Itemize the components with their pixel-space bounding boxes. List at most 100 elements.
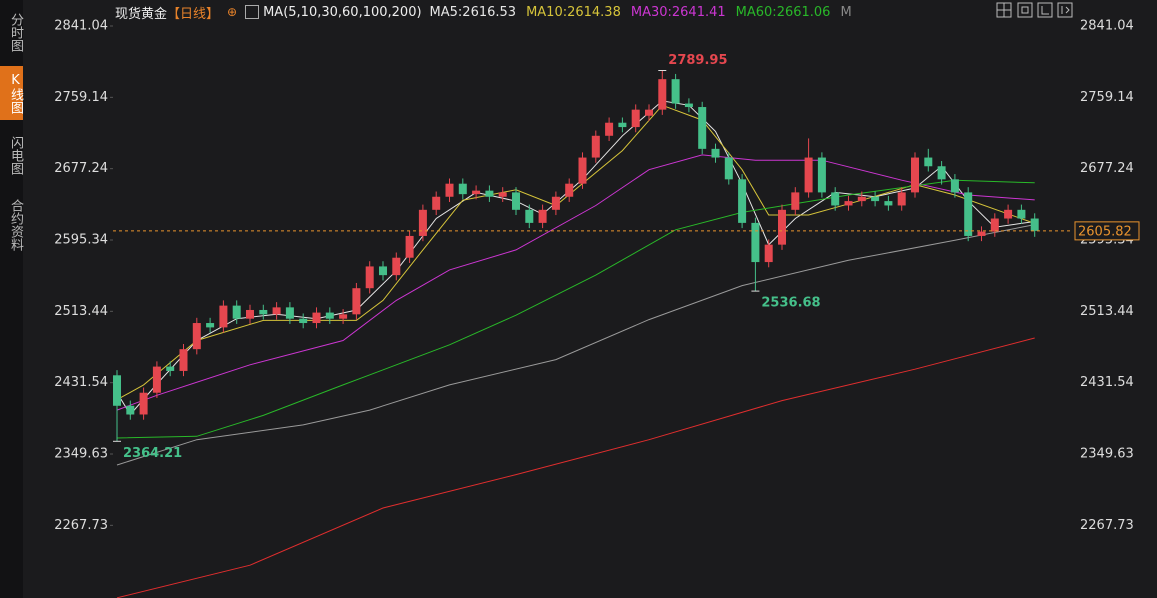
candle-body [990,218,999,232]
y-tick-label: 2513.44 [54,304,108,319]
candle-body [379,266,387,276]
chart-header: 现货黄金 【日线】 ⊕ MA(5,10,30,60,100,200) MA5:2… [115,3,860,22]
candle-body [631,109,640,128]
candle-body [1004,209,1013,219]
candle-body [179,349,188,371]
y-tick-label-right: 2267.73 [1080,518,1134,533]
candle-body [498,192,507,197]
ma-icon[interactable] [245,5,260,19]
candle-body [126,405,135,415]
legend-entry: MA30:2641.41 [630,4,726,20]
candle-body [272,307,281,315]
candle-body [698,107,707,149]
candle-body [871,196,880,202]
candle-body [525,209,534,223]
y-tick-label: 2759.14 [54,90,108,105]
candle-body [778,209,786,245]
candle-body [804,157,813,193]
candle-body [884,201,893,206]
candle-body [113,375,121,406]
sidebar: 分时图 K线图 闪电图 合约资料 [0,0,23,598]
candle-body [418,209,427,236]
candle-body [1017,209,1026,219]
candle-body [764,244,773,263]
ma-line [116,337,1035,598]
candle-body [166,366,175,371]
candle-body [299,318,308,324]
candle-body [924,157,933,167]
candle-body [791,192,800,210]
y-tick-label: 2349.63 [54,447,108,462]
candle-body [192,323,201,350]
y-tick-label: 2431.54 [54,375,108,390]
candle-body [538,209,547,223]
ma-line [116,179,1035,439]
candle-body [911,157,919,193]
candle-body [339,314,348,319]
extreme-label: 2536.68 [761,296,820,311]
instrument-title: 现货黄金 [115,6,168,22]
candle-body [472,190,481,195]
toolbar-icons [996,2,1073,18]
candle-body [152,366,161,393]
candle-body [512,192,520,210]
candle-body [724,157,733,180]
ma-line [116,100,1035,416]
ma-line [116,154,1035,411]
last-price-label: 2605.82 [1078,224,1132,239]
candle-body [738,179,747,223]
candle-body [139,392,148,415]
candle-body [645,109,653,116]
candle-body [325,312,334,319]
y-tick-label-right: 2431.54 [1080,375,1134,390]
candle-body [817,157,826,193]
y-tick-label: 2841.04 [54,19,108,34]
candle-body [551,196,560,210]
candle-body [591,135,600,158]
y-tick-label-right: 2349.63 [1080,447,1134,462]
tab[interactable]: 合约资料 [8,199,23,251]
candle-body [605,122,614,136]
candle-body [405,235,414,258]
ma-line [116,224,1035,466]
candle-body [937,166,946,180]
candle-body [684,103,693,108]
candle-body [432,196,441,210]
candle-body [206,323,215,328]
y-tick-label: 2595.34 [54,233,108,248]
y-tick-label-right: 2841.04 [1080,19,1134,34]
candle-body [565,183,574,197]
add-icon[interactable]: ⊕ [227,5,238,19]
legend-entry: MA5:2616.53 [429,4,517,20]
candle-body [232,305,241,319]
extreme-label: 2789.95 [668,53,727,68]
ma-line [116,104,1035,401]
candle-body [618,122,627,128]
candle-body [445,183,454,197]
candle-body [246,309,254,319]
candle-body [964,192,973,236]
candle-body [352,288,361,315]
candle-body [671,79,680,104]
candle-body [831,192,840,206]
candle-body [751,222,760,263]
period[interactable]: 【日线】 [167,6,220,22]
y-tick-label-right: 2677.24 [1080,161,1134,176]
candle-body [365,266,374,289]
candle-body [844,201,853,206]
candle-body [485,190,494,197]
candle-body [897,192,906,206]
indicator[interactable]: MA(5,10,30,60,100,200) [263,4,422,20]
y-tick-label-right: 2759.14 [1080,90,1134,105]
legend-entry: MA60:2661.06 [735,4,831,20]
tab[interactable]: 闪电图 [8,135,23,175]
more-legend[interactable]: M [840,4,852,20]
tab-active[interactable]: K线图 [0,66,23,120]
candle-body [1030,218,1039,231]
tab[interactable]: 分时图 [8,12,23,52]
candle-body [857,196,866,202]
candle-body [578,157,587,184]
candle-body [392,257,401,276]
